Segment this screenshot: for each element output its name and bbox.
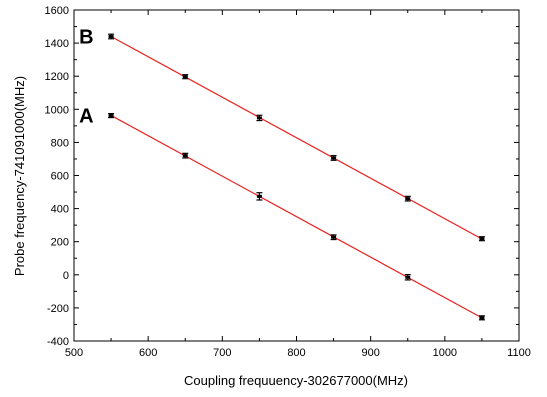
y-tick-label: 1400 [45,38,69,50]
plot-frame [73,9,520,342]
x-tick-label: 1100 [507,347,531,359]
fit-line-A [110,114,483,319]
y-tick-label: 1600 [45,5,69,17]
data-point [182,74,189,80]
fit-lines [110,35,483,319]
data-point [404,274,411,281]
series-labels: BA [79,26,93,127]
y-tick-label: 1000 [45,104,69,116]
data-point [478,315,485,321]
y-tick-label: 0 [63,270,69,282]
x-tick-label: 600 [139,347,157,359]
series-label-A: A [79,106,93,128]
y-tick-label: 1200 [45,71,69,83]
data-point [256,192,263,201]
data-point [108,113,115,119]
y-axis-title: Probe frequency-741091000(MHz) [12,76,27,276]
data-point [256,114,263,122]
data-point [478,236,485,242]
y-tick-label: 800 [51,137,69,149]
x-tick-label: 700 [213,347,231,359]
data-point [182,152,189,159]
x-tick-label: 900 [361,347,379,359]
y-tick-label: 600 [51,171,69,183]
y-tick-label: 200 [51,237,69,249]
fit-line-B [110,35,483,240]
x-tick-label: 500 [65,347,83,359]
series-label-B: B [79,26,93,48]
data-point [330,155,337,161]
x-tick-label: 1000 [433,347,457,359]
y-tick-label: 400 [51,204,69,216]
data-point [108,33,115,40]
y-tick-label: -200 [47,303,69,315]
x-tick-label: 800 [287,347,305,359]
axis-ticks: 500 600 700 800 900 1000 1100 -400 -200 0 200 400 60… [45,5,531,359]
data-point [330,234,337,241]
data-points [108,33,485,321]
data-point [404,195,411,202]
x-axis-title: Coupling frequuency-302677000(MHz) [184,373,408,388]
y-tick-label: -400 [47,336,69,348]
